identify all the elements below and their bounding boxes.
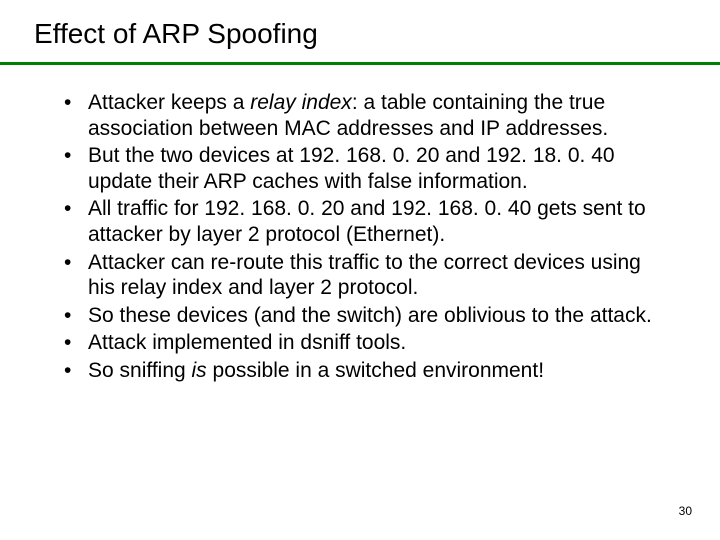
bullet-text-pre: Attack implemented in dsniff tools. [88, 331, 406, 354]
list-item: All traffic for 192. 168. 0. 20 and 192.… [60, 196, 670, 247]
slide-title: Effect of ARP Spoofing [34, 18, 318, 50]
title-underline [0, 62, 720, 65]
bullet-text-post: possible in a switched environment! [207, 359, 544, 382]
bullet-text-pre: Attacker can re-route this traffic to th… [88, 251, 641, 300]
bullet-text-pre: But the two devices at 192. 168. 0. 20 a… [88, 144, 615, 193]
bullet-text-em: relay index [250, 91, 352, 114]
bullet-list: Attacker keeps a relay index: a table co… [60, 90, 670, 384]
list-item: So sniffing is possible in a switched en… [60, 358, 670, 384]
bullet-text-pre: So these devices (and the switch) are ob… [88, 304, 652, 327]
list-item: Attacker keeps a relay index: a table co… [60, 90, 670, 141]
bullet-text-pre: All traffic for 192. 168. 0. 20 and 192.… [88, 197, 646, 246]
slide-body: Attacker keeps a relay index: a table co… [60, 90, 670, 386]
bullet-text-em: is [192, 359, 207, 382]
bullet-text-pre: So sniffing [88, 359, 192, 382]
list-item: But the two devices at 192. 168. 0. 20 a… [60, 143, 670, 194]
slide: Effect of ARP Spoofing Attacker keeps a … [0, 0, 720, 540]
list-item: Attacker can re-route this traffic to th… [60, 250, 670, 301]
list-item: Attack implemented in dsniff tools. [60, 330, 670, 356]
page-number: 30 [679, 504, 692, 518]
bullet-text-pre: Attacker keeps a [88, 91, 250, 114]
list-item: So these devices (and the switch) are ob… [60, 303, 670, 329]
